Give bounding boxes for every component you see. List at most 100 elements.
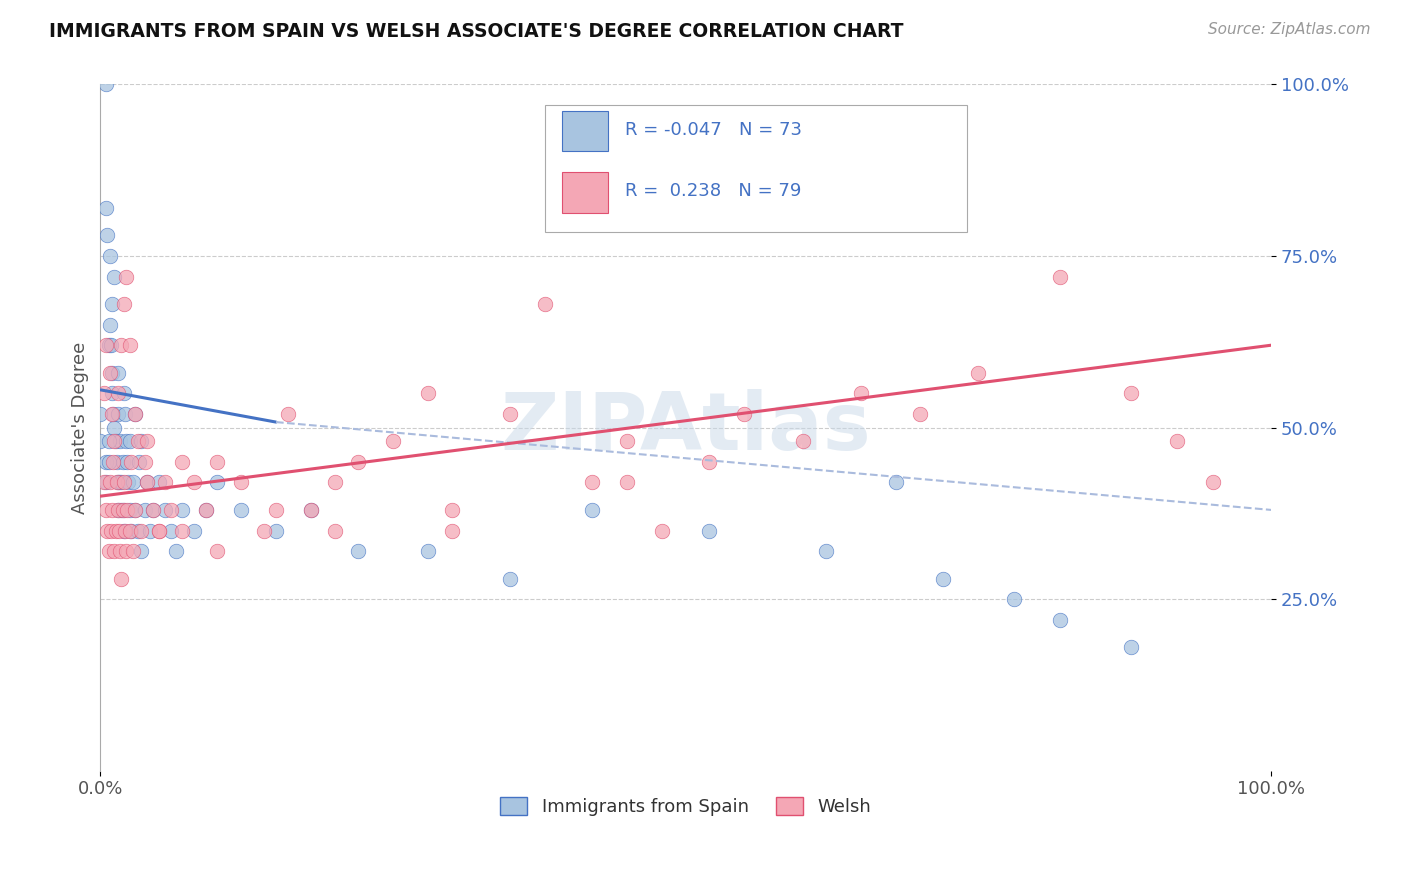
Point (499, 572, 522, 586)
Point (792, 434, 814, 449)
Point (100, 524, 122, 538)
Point (207, 544, 229, 558)
Point (107, 503, 129, 517)
Point (101, 407, 124, 421)
Point (117, 475, 139, 490)
Point (103, 544, 125, 558)
Point (277, 407, 299, 421)
Text: Source: ZipAtlas.com: Source: ZipAtlas.com (1208, 22, 1371, 37)
Point (93, 475, 115, 490)
Point (382, 434, 405, 449)
Point (110, 572, 132, 586)
Point (122, 475, 145, 490)
Point (110, 434, 132, 449)
Point (96, 78, 118, 92)
Point (134, 455, 156, 469)
Point (172, 455, 194, 469)
Point (908, 407, 931, 421)
Point (1166, 434, 1188, 449)
FancyBboxPatch shape (546, 105, 967, 232)
Point (108, 475, 131, 490)
Point (98, 366, 121, 380)
Point (142, 503, 165, 517)
Point (323, 475, 346, 490)
Point (107, 475, 129, 490)
Point (440, 503, 463, 517)
Point (299, 503, 322, 517)
Point (103, 420, 125, 434)
Point (96, 228, 118, 243)
Point (97, 455, 120, 469)
Point (347, 455, 370, 469)
Point (136, 475, 159, 490)
Point (101, 366, 124, 380)
Point (733, 407, 755, 421)
Point (253, 524, 276, 538)
Point (616, 434, 638, 449)
Point (264, 503, 287, 517)
Point (100, 338, 122, 352)
Point (127, 434, 149, 449)
Point (131, 544, 153, 558)
Point (111, 455, 134, 469)
Point (118, 434, 141, 449)
Point (183, 524, 205, 538)
Point (172, 524, 194, 538)
Point (134, 503, 156, 517)
Point (93, 386, 115, 401)
Point (107, 386, 129, 401)
Point (207, 475, 229, 490)
Point (128, 455, 150, 469)
Point (124, 407, 146, 421)
Point (138, 524, 160, 538)
Point (96, 338, 118, 352)
Point (967, 366, 990, 380)
Point (194, 503, 217, 517)
Text: R =  0.238   N = 79: R = 0.238 N = 79 (624, 183, 801, 201)
Point (112, 524, 135, 538)
Point (96, 503, 118, 517)
Point (499, 407, 522, 421)
Point (103, 455, 125, 469)
Point (110, 544, 132, 558)
Point (153, 503, 176, 517)
Y-axis label: Associate's Degree: Associate's Degree (72, 342, 89, 514)
FancyBboxPatch shape (561, 172, 609, 213)
Point (264, 524, 287, 538)
Point (96, 475, 118, 490)
Point (229, 475, 252, 490)
Point (98, 475, 121, 490)
Point (107, 366, 129, 380)
Point (112, 297, 135, 311)
Point (122, 544, 145, 558)
Text: ZIPAtlas: ZIPAtlas (501, 389, 872, 467)
Point (108, 524, 131, 538)
Point (127, 524, 149, 538)
Point (89, 434, 111, 449)
Point (120, 524, 142, 538)
Point (96, 524, 118, 538)
Point (148, 524, 170, 538)
Point (97, 338, 120, 352)
Point (418, 386, 440, 401)
Point (148, 475, 170, 490)
Point (89, 407, 111, 421)
Point (115, 544, 138, 558)
Point (616, 475, 638, 490)
Point (165, 544, 187, 558)
Point (159, 524, 181, 538)
Point (159, 503, 181, 517)
Legend: Immigrants from Spain, Welsh: Immigrants from Spain, Welsh (494, 789, 879, 823)
Point (107, 407, 129, 421)
Point (1119, 640, 1142, 655)
Point (98, 249, 121, 263)
Point (115, 434, 138, 449)
Point (112, 503, 135, 517)
Point (697, 524, 720, 538)
Point (104, 434, 127, 449)
Point (207, 455, 229, 469)
Point (183, 475, 205, 490)
Point (229, 503, 252, 517)
Text: IMMIGRANTS FROM SPAIN VS WELSH ASSOCIATE'S DEGREE CORRELATION CHART: IMMIGRANTS FROM SPAIN VS WELSH ASSOCIATE… (49, 22, 904, 41)
Point (96, 201, 118, 215)
